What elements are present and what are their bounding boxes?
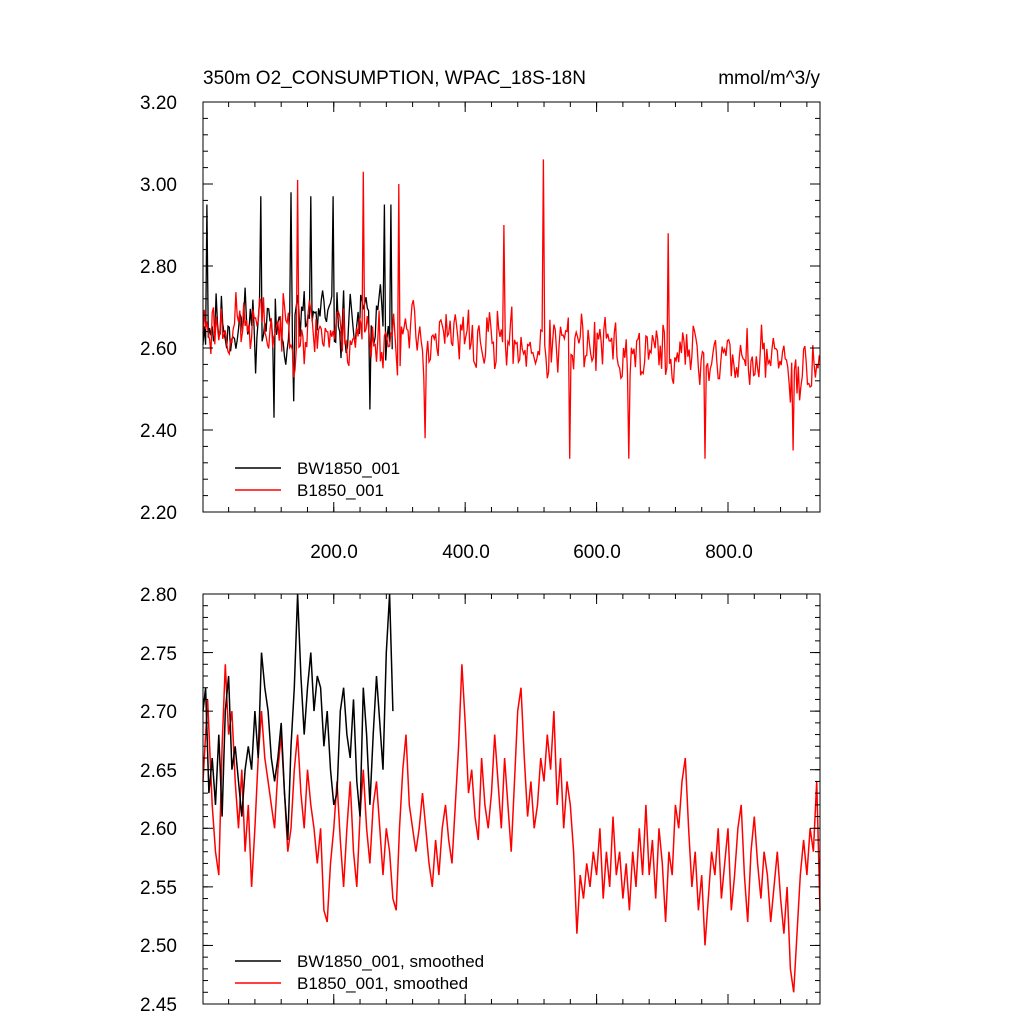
bottom-legend: BW1850_001, smoothed B1850_001, smoothed: [235, 952, 484, 993]
top-xtick-label-800: 800.0: [705, 542, 753, 563]
bottom-ytick-label-5: 2.70: [140, 702, 177, 723]
top-ytick-label-1: 2.40: [140, 421, 177, 442]
top-series-b1850: [202, 159, 820, 459]
bottom-ytick-label-1: 2.50: [140, 936, 177, 957]
bottom-axis-ticks: [203, 593, 820, 1005]
top-series-bw1850: [202, 192, 393, 418]
bottom-ytick-label-6: 2.75: [140, 644, 177, 665]
bottom-legend-label-b1850: B1850_001, smoothed: [297, 974, 468, 993]
top-plot-frame: [202, 101, 821, 513]
bottom-series-b1850-smoothed: [202, 664, 821, 993]
bottom-panel: 2.45 2.50 2.55 2.60 2.65 2.70 2.75 2.80 …: [140, 585, 821, 1016]
top-xtick-label-400: 400.0: [442, 542, 490, 563]
top-legend-label-bw1850: BW1850_001: [297, 459, 400, 478]
top-legend: BW1850_001 B1850_001: [235, 459, 400, 500]
top-legend-label-b1850: B1850_001: [297, 481, 384, 500]
top-line-b1850: [202, 159, 820, 459]
top-ytick-label-4: 3.00: [140, 175, 177, 196]
top-ytick-label-3: 2.80: [140, 257, 177, 278]
top-xtick-label-600: 600.0: [573, 542, 621, 563]
top-line-bw1850: [202, 192, 393, 418]
bottom-ytick-label-7: 2.80: [140, 585, 177, 606]
top-ytick-label-5: 3.20: [140, 93, 177, 114]
top-chart-units: mmol/m^3/y: [718, 68, 820, 89]
top-ytick-label-2: 2.60: [140, 339, 177, 360]
top-xtick-label-200: 200.0: [310, 542, 358, 563]
bottom-line-b1850-smoothed: [202, 664, 821, 993]
top-ytick-label-0: 2.20: [140, 503, 177, 524]
bottom-ytick-label-3: 2.60: [140, 819, 177, 840]
bottom-ytick-label-2: 2.55: [140, 878, 177, 899]
top-chart-title: 350m O2_CONSUMPTION, WPAC_18S-18N: [203, 68, 586, 89]
bottom-plot-frame: [202, 593, 821, 1005]
bottom-legend-label-bw1850: BW1850_001, smoothed: [297, 952, 484, 971]
bottom-ytick-label-4: 2.65: [140, 761, 177, 782]
top-panel: 350m O2_CONSUMPTION, WPAC_18S-18N mmol/m…: [140, 68, 821, 563]
bottom-ytick-label-0: 2.45: [140, 995, 177, 1016]
